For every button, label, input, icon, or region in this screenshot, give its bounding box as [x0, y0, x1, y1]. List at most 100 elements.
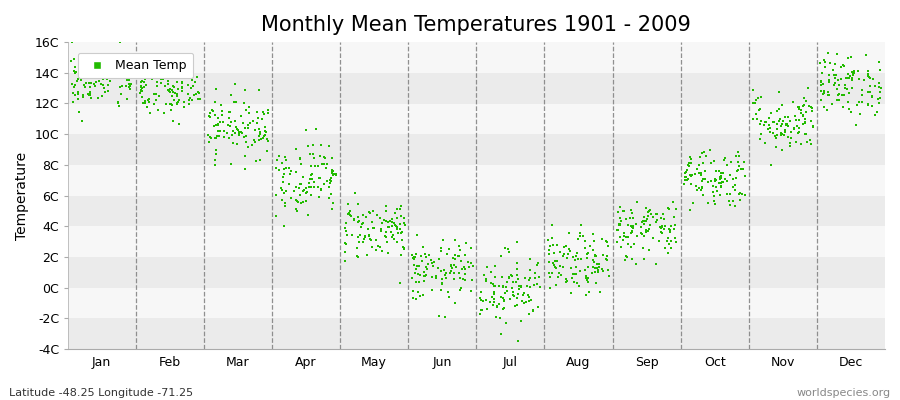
Point: [447, 256, 462, 262]
Point: [522, 298, 536, 304]
Point: [320, 177, 334, 184]
Point: [302, 180, 316, 186]
Point: [382, 224, 396, 230]
Point: [616, 207, 630, 214]
Point: [284, 168, 298, 174]
Point: [610, 227, 625, 233]
Point: [576, 232, 590, 239]
Point: [582, 288, 597, 295]
Point: [832, 82, 847, 88]
Point: [586, 231, 600, 237]
Point: [94, 62, 109, 69]
Point: [184, 64, 198, 70]
Point: [846, 71, 860, 77]
Point: [66, 90, 80, 96]
Point: [134, 88, 148, 94]
Point: [834, 64, 849, 70]
Point: [695, 184, 709, 190]
Point: [814, 79, 828, 85]
Point: [357, 236, 372, 242]
Point: [108, 59, 122, 65]
Point: [66, 99, 80, 105]
Point: [708, 178, 723, 184]
Point: [153, 71, 167, 78]
Point: [781, 114, 796, 120]
Point: [432, 256, 446, 262]
Point: [256, 111, 271, 118]
Point: [445, 263, 459, 269]
Point: [523, 275, 537, 282]
Point: [419, 266, 434, 272]
Point: [277, 200, 292, 206]
Point: [545, 270, 560, 276]
Point: [410, 279, 424, 285]
Point: [101, 87, 115, 94]
Point: [806, 108, 820, 114]
Bar: [68, 226, 885, 257]
Point: [653, 214, 668, 221]
Point: [207, 157, 221, 164]
Point: [662, 206, 677, 212]
Point: [845, 85, 859, 91]
Point: [789, 138, 804, 145]
Point: [296, 199, 310, 205]
Point: [422, 251, 436, 258]
Point: [487, 298, 501, 305]
Point: [313, 186, 328, 192]
Point: [613, 220, 627, 227]
Bar: [68, 42, 885, 73]
Point: [145, 76, 159, 82]
Point: [414, 253, 428, 259]
Point: [792, 104, 806, 110]
Point: [373, 215, 387, 222]
Point: [497, 305, 511, 311]
Point: [684, 160, 698, 167]
Point: [351, 218, 365, 224]
Point: [831, 92, 845, 98]
Point: [562, 230, 577, 236]
Point: [378, 232, 392, 239]
Point: [745, 100, 760, 106]
Point: [444, 262, 458, 268]
Point: [164, 75, 178, 81]
Point: [155, 75, 169, 82]
Point: [695, 150, 709, 156]
Point: [526, 281, 541, 288]
Point: [556, 264, 571, 270]
Point: [542, 251, 556, 258]
Point: [454, 246, 468, 253]
Point: [504, 272, 518, 278]
Point: [579, 272, 593, 279]
Point: [122, 77, 136, 84]
Point: [796, 95, 811, 101]
Point: [746, 116, 760, 122]
Point: [208, 99, 222, 106]
Point: [356, 212, 370, 218]
Point: [490, 303, 504, 309]
Point: [799, 131, 814, 138]
Point: [777, 132, 791, 138]
Point: [417, 273, 431, 279]
Point: [708, 184, 723, 190]
Point: [344, 213, 358, 219]
Point: [65, 81, 79, 88]
Point: [713, 174, 727, 180]
Point: [158, 73, 173, 80]
Point: [410, 266, 424, 272]
Point: [363, 210, 377, 216]
Point: [472, 294, 487, 301]
Point: [850, 102, 864, 108]
Point: [792, 117, 806, 124]
Point: [436, 237, 451, 244]
Point: [818, 64, 832, 70]
Point: [211, 122, 225, 128]
Point: [232, 129, 247, 135]
Point: [839, 74, 853, 81]
Point: [561, 251, 575, 258]
Point: [566, 254, 580, 260]
Point: [749, 111, 763, 117]
Point: [363, 235, 377, 242]
Point: [222, 109, 237, 115]
Point: [486, 296, 500, 302]
Point: [256, 135, 270, 141]
